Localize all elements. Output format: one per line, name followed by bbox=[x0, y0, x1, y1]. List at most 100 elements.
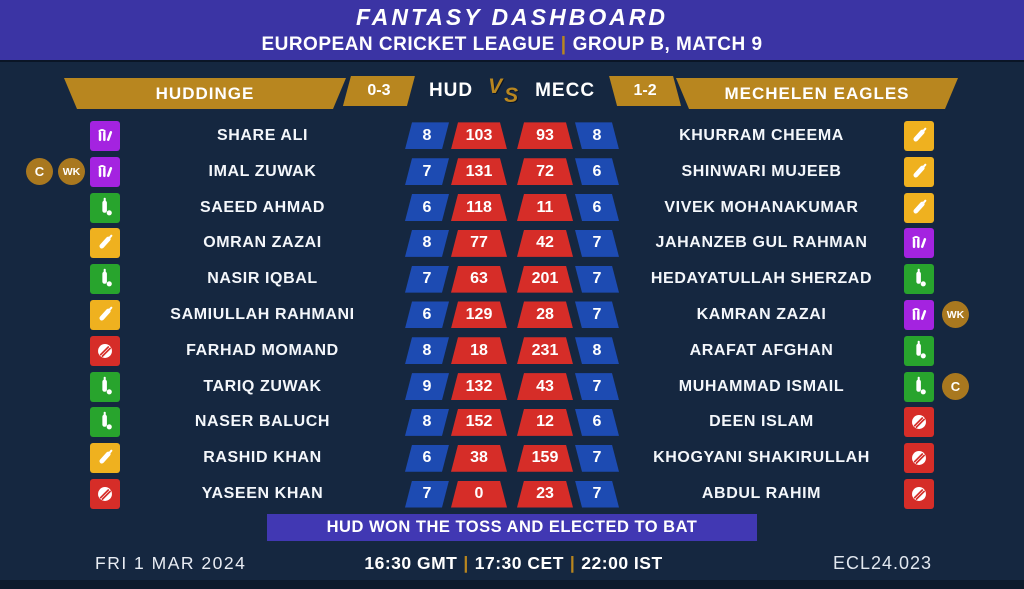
away-player-stats: 23 7 bbox=[517, 481, 621, 508]
home-matches-chip: 6 bbox=[405, 445, 449, 472]
wicketkeeper-badge: WK bbox=[942, 301, 969, 329]
bat-icon bbox=[90, 228, 120, 259]
away-role-icon-cell bbox=[902, 156, 936, 187]
away-record-chip: 1-2 bbox=[609, 76, 681, 106]
cricket-ball-icon bbox=[904, 407, 934, 438]
match-code: ECL24.023 bbox=[832, 552, 933, 573]
player-row: TARIQ ZUWAK 9 132 43 7 MUHAMMAD ISMAIL C bbox=[0, 369, 1024, 405]
match-date: FRI 1 MAR 2024 bbox=[95, 552, 247, 573]
away-points-chip: 11 bbox=[517, 194, 573, 221]
away-abbr: MECC bbox=[535, 80, 596, 101]
home-points-chip: 103 bbox=[451, 122, 507, 149]
footer: FRI 1 MAR 2024 16:30 GMT | 17:30 CET | 22:00… bbox=[0, 550, 1024, 576]
away-points-chip: 42 bbox=[517, 230, 573, 257]
home-matches-chip: 8 bbox=[405, 122, 449, 149]
away-player-badges: C bbox=[936, 373, 1024, 401]
time-entry: 22:00 IST bbox=[581, 552, 663, 573]
home-player-name: OMRAN ZAZAI bbox=[203, 234, 322, 252]
time-entry: 17:30 CET bbox=[474, 552, 564, 573]
away-points-chip: 231 bbox=[517, 337, 573, 364]
home-matches-chip: 8 bbox=[405, 230, 449, 257]
player-row: RASHID KHAN 6 38 159 7 KHOGYANI SHAKIRULLAH bbox=[0, 440, 1024, 476]
home-role-icon-cell bbox=[88, 479, 122, 510]
away-role-icon-cell bbox=[902, 299, 936, 330]
home-player-name: RASHID KHAN bbox=[203, 449, 322, 467]
away-player-name: KAMRAN ZAZAI bbox=[696, 305, 827, 323]
home-matches-chip: 8 bbox=[405, 337, 449, 364]
away-matches-chip: 8 bbox=[575, 122, 619, 149]
away-player-name: KHURRAM CHEEMA bbox=[679, 126, 844, 144]
home-role-icon-cell bbox=[88, 335, 122, 366]
home-player-stats: 8 18 bbox=[403, 337, 507, 364]
away-player-stats: 159 7 bbox=[517, 445, 621, 472]
away-points-chip: 43 bbox=[517, 373, 573, 400]
home-matches-chip: 9 bbox=[405, 373, 449, 400]
home-matches-chip: 7 bbox=[405, 158, 449, 185]
stumps-icon bbox=[904, 299, 934, 330]
score-center: 0-3 HUD V S MECC 1-2 bbox=[343, 75, 681, 107]
away-role-icon-cell bbox=[902, 192, 936, 223]
home-player-name: TARIQ ZUWAK bbox=[203, 377, 322, 395]
bat-and-ball-icon bbox=[90, 407, 120, 438]
home-points-chip: 129 bbox=[451, 301, 507, 328]
home-points-chip: 152 bbox=[451, 409, 507, 436]
home-role-icon-cell bbox=[88, 407, 122, 438]
time-separator: | bbox=[569, 552, 576, 573]
away-player-name: DEEN ISLAM bbox=[709, 413, 814, 431]
home-player-stats: 7 131 bbox=[403, 158, 507, 185]
player-row: FARHAD MOMAND 8 18 231 8 ARAFAT AFGHAN bbox=[0, 333, 1024, 369]
home-player-stats: 8 152 bbox=[403, 409, 507, 436]
away-role-icon-cell bbox=[902, 264, 936, 295]
home-abbr: HUD bbox=[428, 80, 474, 101]
away-player-name: VIVEK MOHANAKUMAR bbox=[664, 198, 859, 216]
home-player-stats: 6 129 bbox=[403, 301, 507, 328]
wicketkeeper-badge: WK bbox=[58, 158, 85, 186]
home-points-chip: 118 bbox=[451, 194, 507, 221]
home-player-name: SAEED AHMAD bbox=[199, 198, 326, 216]
away-player-stats: 43 7 bbox=[517, 373, 621, 400]
home-role-icon-cell bbox=[88, 156, 122, 187]
away-points-chip: 201 bbox=[517, 266, 573, 293]
cricket-ball-icon bbox=[90, 335, 120, 366]
home-points-chip: 131 bbox=[451, 158, 507, 185]
toss-row: HUD WON THE TOSS AND ELECTED TO BAT bbox=[0, 512, 1024, 541]
home-matches-chip: 7 bbox=[405, 481, 449, 508]
home-player-stats: 7 63 bbox=[403, 266, 507, 293]
away-matches-chip: 7 bbox=[575, 445, 619, 472]
away-player-stats: 11 6 bbox=[517, 194, 621, 221]
home-player-name: SAMIULLAH RAHMANI bbox=[170, 305, 355, 323]
league-name: EUROPEAN CRICKET LEAGUE bbox=[261, 34, 555, 55]
page-title: FANTASY DASHBOARD bbox=[355, 4, 669, 30]
home-player-name: YASEEN KHAN bbox=[201, 485, 324, 503]
away-team-name: MECHELEN EAGLES bbox=[724, 83, 910, 103]
away-player-name: MUHAMMAD ISMAIL bbox=[678, 377, 845, 395]
away-player-stats: 231 8 bbox=[517, 337, 621, 364]
away-role-icon-cell bbox=[902, 407, 936, 438]
bat-and-ball-icon bbox=[90, 192, 120, 223]
away-matches-chip: 6 bbox=[575, 158, 619, 185]
home-matches-chip: 6 bbox=[405, 301, 449, 328]
bat-icon bbox=[904, 156, 934, 187]
away-matches-chip: 7 bbox=[575, 230, 619, 257]
home-role-icon-cell bbox=[88, 120, 122, 151]
home-role-icon-cell bbox=[88, 299, 122, 330]
away-player-stats: 201 7 bbox=[517, 266, 621, 293]
away-role-icon-cell bbox=[902, 371, 936, 402]
away-player-name: SHINWARI MUJEEB bbox=[681, 162, 842, 180]
away-matches-chip: 7 bbox=[575, 373, 619, 400]
home-points-chip: 132 bbox=[451, 373, 507, 400]
player-row: OMRAN ZAZAI 8 77 42 7 JAHANZEB GUL RAHMAN bbox=[0, 225, 1024, 261]
player-row: SAEED AHMAD 6 118 11 6 VIVEK MOHANAKUMAR bbox=[0, 190, 1024, 226]
away-points-chip: 72 bbox=[517, 158, 573, 185]
header: FANTASY DASHBOARD EUROPEAN CRICKET LEAGU… bbox=[0, 0, 1024, 60]
away-player-stats: 72 6 bbox=[517, 158, 621, 185]
header-divider bbox=[0, 60, 1024, 62]
time-entry: 16:30 GMT bbox=[364, 552, 458, 573]
player-row: NASIR IQBAL 7 63 201 7 HEDAYATULLAH SHERZAD bbox=[0, 261, 1024, 297]
home-player-stats: 8 103 bbox=[403, 122, 507, 149]
match-times: 16:30 GMT | 17:30 CET | 22:00 IST bbox=[364, 553, 662, 574]
away-role-icon-cell bbox=[902, 443, 936, 474]
home-player-stats: 8 77 bbox=[403, 230, 507, 257]
player-row: C WK IMAL ZUWAK 7 131 72 6 SHINWARI MUJEEB bbox=[0, 154, 1024, 190]
home-player-name: NASER BALUCH bbox=[194, 413, 331, 431]
